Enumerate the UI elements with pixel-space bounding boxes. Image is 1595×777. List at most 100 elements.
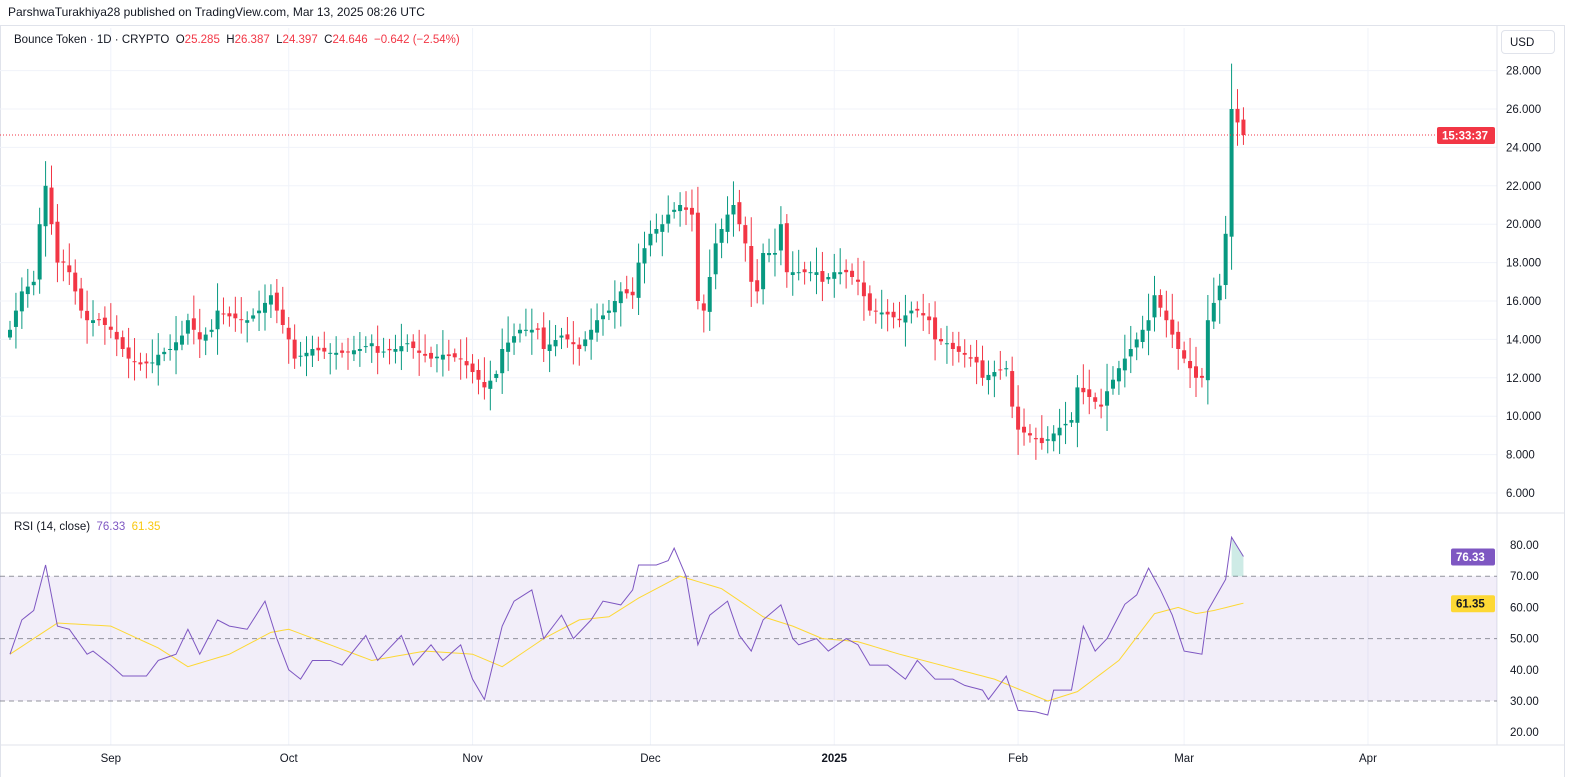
candle-body	[974, 356, 979, 363]
candle	[203, 327, 208, 356]
candle-body	[1033, 438, 1038, 440]
candle	[1140, 315, 1145, 349]
candle	[1081, 364, 1086, 405]
candle	[334, 336, 339, 370]
candle-body	[162, 351, 167, 355]
price-tick-label: 12.000	[1506, 373, 1541, 385]
price-tick-label: 8.000	[1506, 450, 1535, 462]
open-label: O	[175, 34, 185, 46]
candle	[927, 303, 932, 335]
candle	[855, 257, 860, 296]
candle-body	[227, 313, 232, 317]
candle-body	[434, 356, 439, 359]
time-tick-label: Dec	[640, 753, 661, 765]
candle	[1022, 408, 1027, 446]
price-tick-label: 28.000	[1506, 66, 1541, 78]
candle-body	[1199, 375, 1204, 378]
candle-body	[1063, 423, 1068, 426]
candle	[992, 360, 997, 398]
candle-body	[612, 301, 617, 313]
candle-body	[25, 286, 30, 295]
candle	[440, 330, 445, 377]
candle	[351, 335, 356, 362]
candle-body	[630, 291, 635, 296]
rsi-tick-label: 60.00	[1510, 602, 1539, 614]
candle	[838, 248, 843, 285]
candle-body	[405, 343, 410, 345]
candle	[280, 286, 285, 334]
candle-body	[262, 302, 267, 313]
candle-body	[132, 361, 137, 363]
candle-body	[1211, 302, 1216, 322]
candle	[500, 328, 505, 394]
candle	[980, 345, 985, 386]
candle-body	[808, 272, 813, 274]
rsi-line	[9, 535, 1244, 716]
candle-body	[565, 334, 570, 340]
candle-body	[328, 352, 333, 354]
candle	[695, 186, 700, 310]
candle-body	[802, 269, 807, 273]
candle-body	[150, 362, 155, 364]
candle	[1122, 334, 1127, 388]
candle	[962, 339, 967, 368]
candle	[144, 353, 149, 379]
candle-body	[67, 265, 72, 273]
candle	[713, 223, 718, 290]
candle-body	[689, 207, 694, 215]
candle	[535, 323, 540, 340]
candle-body	[950, 342, 955, 349]
close-value: 24.646	[332, 34, 368, 46]
candle	[802, 261, 807, 285]
candle-body	[1099, 404, 1104, 407]
price-tick-label: 18.000	[1506, 258, 1541, 270]
candle-body	[393, 349, 398, 352]
candle-body	[838, 272, 843, 275]
candle	[1194, 346, 1198, 397]
candle	[262, 284, 267, 331]
candle	[452, 348, 457, 362]
candle-body	[500, 349, 505, 374]
candle-body	[1182, 350, 1187, 359]
candle-body	[1093, 397, 1098, 402]
candle-body	[855, 279, 860, 282]
high-value: 26.387	[234, 34, 270, 46]
candle-body	[1170, 319, 1175, 335]
candle-body	[980, 360, 985, 378]
candle-body	[678, 205, 683, 212]
candle-body	[909, 310, 914, 314]
candle	[861, 260, 866, 321]
candle	[73, 259, 78, 305]
candle	[1170, 293, 1175, 349]
candle	[120, 330, 125, 358]
candle	[939, 328, 944, 345]
candle-body	[695, 212, 700, 301]
symbol-name[interactable]: Bounce Token · 1D · CRYPTO	[14, 34, 170, 46]
candle-body	[903, 315, 908, 323]
candle	[61, 249, 66, 282]
time-tick-label: Mar	[1174, 753, 1194, 765]
rsi-tick-label: 20.00	[1510, 727, 1539, 739]
candle	[956, 331, 961, 363]
candle-body	[1039, 437, 1044, 444]
candle	[346, 337, 351, 370]
candle	[909, 301, 914, 324]
candle-body	[144, 361, 149, 364]
time-tick-label: 2025	[821, 753, 847, 765]
candle	[162, 347, 167, 362]
currency-button[interactable]: USD	[1501, 30, 1555, 54]
candle	[1229, 63, 1234, 270]
candle-body	[156, 354, 161, 366]
high-label: H	[226, 34, 235, 46]
candle-body	[55, 221, 60, 263]
candle-body	[606, 310, 611, 313]
candle	[689, 189, 694, 232]
candle-body	[529, 329, 534, 333]
candle	[814, 247, 819, 295]
candle	[1235, 89, 1240, 146]
candle-body	[927, 316, 932, 321]
candle	[399, 323, 404, 371]
rsi-title[interactable]: RSI (14, close)	[14, 521, 91, 533]
candle	[363, 336, 368, 353]
